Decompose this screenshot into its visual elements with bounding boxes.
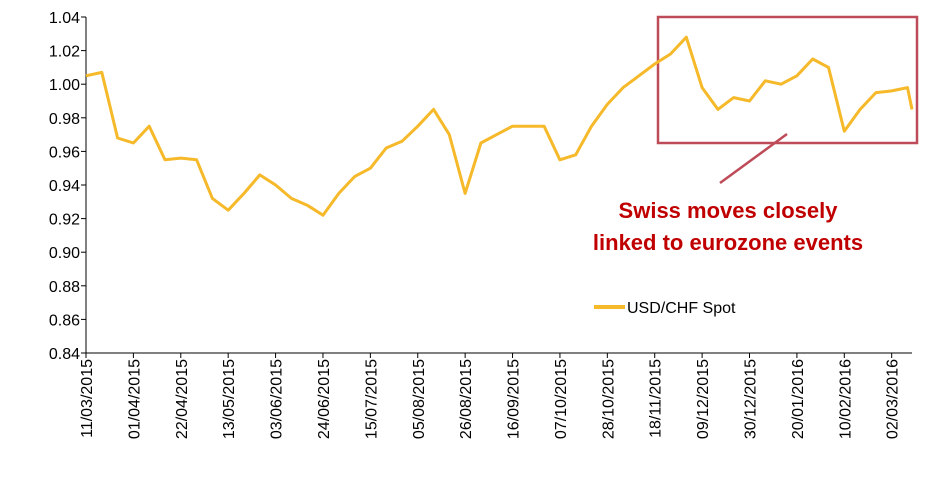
y-tick-label: 0.86 (49, 312, 80, 329)
x-tick-label: 01/04/2015 (126, 359, 143, 439)
x-tick-label: 05/08/2015 (411, 359, 428, 439)
x-tick-label: 30/12/2015 (743, 359, 760, 439)
y-tick-label: 0.98 (49, 111, 80, 128)
line-series (85, 35, 914, 217)
highlight-box (656, 15, 919, 145)
y-tick-label: 0.94 (49, 178, 80, 195)
x-tick-label: 02/03/2016 (885, 359, 902, 439)
y-tick-label: 0.92 (49, 212, 80, 229)
y-tick-label: 0.88 (49, 279, 80, 296)
x-tick-label: 20/01/2016 (790, 359, 807, 439)
x-tick-label: 28/10/2015 (600, 359, 617, 439)
x-tick-label: 13/05/2015 (221, 359, 238, 439)
x-tick-label: 15/07/2015 (363, 359, 380, 439)
x-tick-label: 24/06/2015 (316, 359, 333, 439)
y-tick-label: 0.96 (49, 144, 80, 161)
x-tick-label: 09/12/2015 (695, 359, 712, 439)
annotation-arrow (719, 132, 788, 185)
y-tick-label: 1.02 (49, 44, 80, 61)
legend-label: USD/CHF Spot (627, 300, 736, 317)
x-tick-label: 16/09/2015 (506, 359, 523, 439)
x-tick-label: 11/03/2015 (79, 359, 96, 438)
y-tick-label: 0.84 (49, 346, 80, 363)
y-tick-label: 1.00 (49, 77, 80, 94)
x-tick-label: 18/11/2015 (648, 359, 665, 438)
x-tick-label: 22/04/2015 (174, 359, 191, 439)
y-tick-label: 1.04 (49, 10, 80, 27)
x-tick-label: 03/06/2015 (269, 359, 286, 439)
x-tick-label: 26/08/2015 (458, 359, 475, 439)
annotation: Swiss moves closely (619, 198, 839, 223)
annotation: linked to eurozone events (593, 230, 863, 255)
x-tick-label: 07/10/2015 (553, 359, 570, 439)
y-tick-label: 0.90 (49, 245, 80, 262)
x-tick-label: 10/02/2016 (837, 359, 854, 439)
